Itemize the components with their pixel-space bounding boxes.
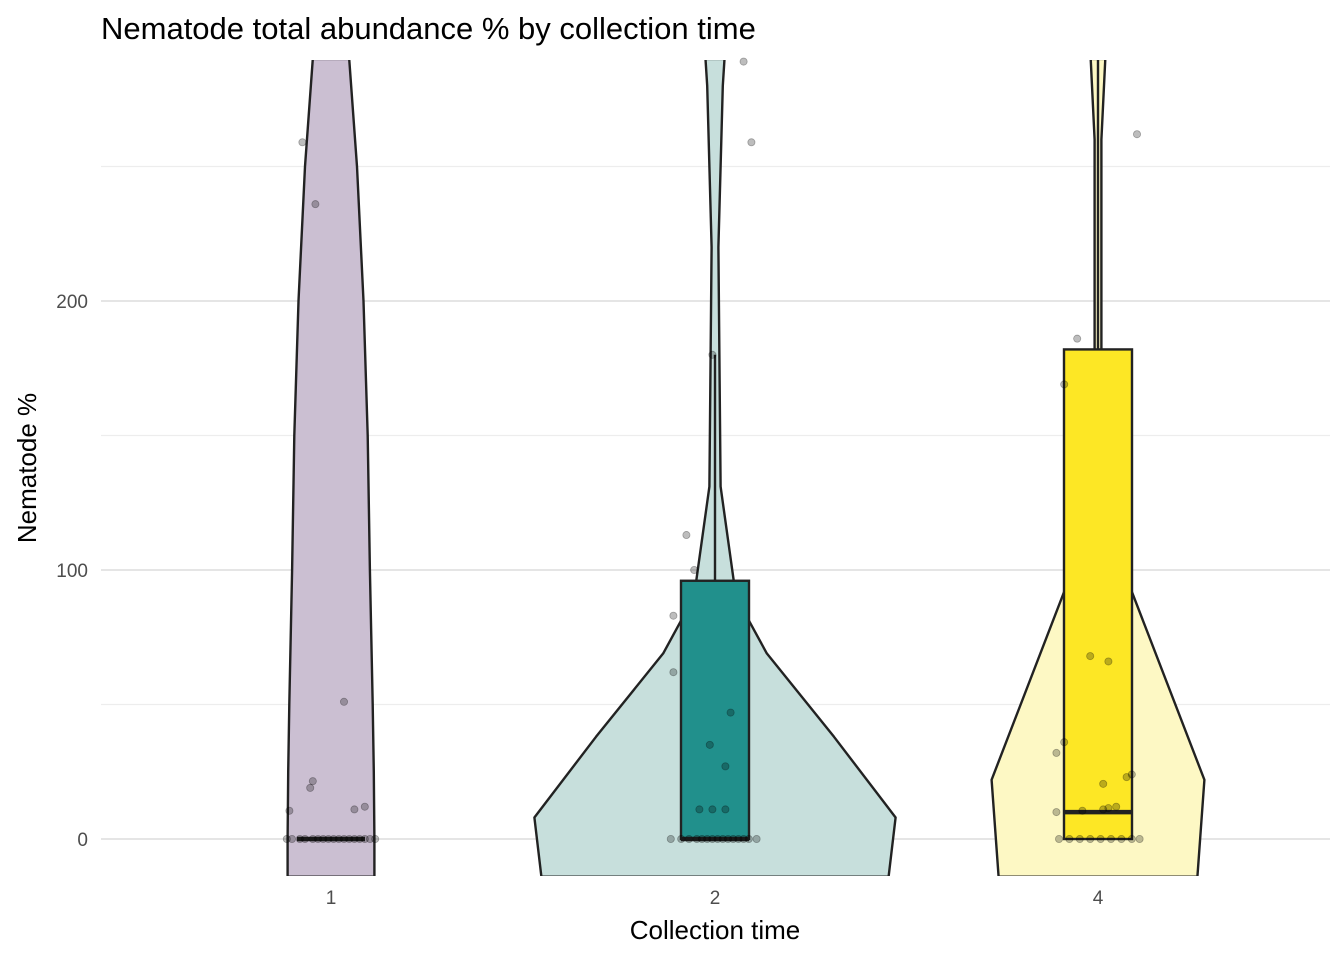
data-point-group-4 xyxy=(1096,835,1105,844)
data-point-group-1 xyxy=(371,835,380,844)
x-axis-ticks: 1 2 4 xyxy=(326,888,1104,909)
y-axis-title: Nematode % xyxy=(12,393,42,543)
data-point-group-4 xyxy=(1135,835,1144,844)
data-point-group-4 xyxy=(1127,770,1136,779)
data-point-group-2 xyxy=(669,611,678,620)
data-point-group-4 xyxy=(1060,738,1069,747)
boxplot-layer xyxy=(297,60,1134,842)
data-point-group-2 xyxy=(747,138,756,147)
data-point-group-2 xyxy=(708,835,717,844)
data-point-group-2 xyxy=(685,835,694,844)
data-point-group-1 xyxy=(360,802,369,811)
data-point-group-1 xyxy=(345,835,354,844)
data-point-group-4 xyxy=(1065,835,1074,844)
data-point-group-2 xyxy=(718,835,727,844)
chart-title: Nematode total abundance % by collection… xyxy=(101,11,756,46)
data-point-group-1 xyxy=(334,835,343,844)
data-point-group-1 xyxy=(298,138,307,147)
data-point-group-2 xyxy=(721,805,730,814)
data-point-group-1 xyxy=(329,835,338,844)
data-point-group-1 xyxy=(339,697,348,706)
data-point-group-4 xyxy=(1104,804,1113,813)
data-point-group-2 xyxy=(698,835,707,844)
data-point-group-4 xyxy=(1112,802,1121,811)
data-point-group-2 xyxy=(739,835,748,844)
data-point-group-2 xyxy=(692,835,701,844)
data-point-group-2 xyxy=(739,57,748,66)
data-point-group-4 xyxy=(1055,835,1064,844)
data-point-group-2 xyxy=(729,835,738,844)
data-point-group-2 xyxy=(669,668,678,677)
data-point-group-4 xyxy=(1086,835,1095,844)
data-point-group-1 xyxy=(287,835,296,844)
data-point-group-2 xyxy=(724,835,733,844)
data-point-group-4 xyxy=(1104,657,1113,666)
data-point-group-1 xyxy=(300,835,309,844)
data-point-group-4 xyxy=(1060,380,1069,389)
data-point-group-1 xyxy=(308,777,317,786)
data-point-group-4 xyxy=(1127,835,1136,844)
data-point-group-2 xyxy=(695,805,704,814)
data-point-group-2 xyxy=(752,835,761,844)
data-point-group-2 xyxy=(708,350,717,359)
y-tick-label: 0 xyxy=(77,830,88,851)
data-point-group-2 xyxy=(677,835,686,844)
data-point-group-4 xyxy=(1073,334,1082,343)
data-point-group-2 xyxy=(682,531,691,540)
box-group-2 xyxy=(679,579,751,841)
data-point-group-4 xyxy=(1122,773,1131,782)
data-point-group-1 xyxy=(311,200,320,209)
data-point-group-4 xyxy=(1099,779,1108,788)
data-point-group-2 xyxy=(721,762,730,771)
data-point-group-1 xyxy=(308,835,317,844)
data-point-group-4 xyxy=(1133,130,1142,139)
data-point-group-1 xyxy=(339,835,348,844)
x-tick-label: 2 xyxy=(710,888,721,909)
box-group-4 xyxy=(1062,348,1134,841)
data-point-group-2 xyxy=(734,835,743,844)
data-point-group-2 xyxy=(708,805,717,814)
data-point-group-2 xyxy=(703,835,712,844)
data-point-group-4 xyxy=(1086,652,1095,661)
data-point-group-4 xyxy=(1078,806,1087,815)
data-point-group-1 xyxy=(365,835,374,844)
data-point-group-2 xyxy=(726,708,735,717)
data-point-group-2 xyxy=(713,835,722,844)
data-point-group-2 xyxy=(666,835,675,844)
jitter-points-layer xyxy=(282,57,1144,844)
data-point-group-4 xyxy=(1052,748,1061,757)
data-point-group-1 xyxy=(306,783,315,792)
data-point-group-1 xyxy=(319,835,328,844)
x-tick-label: 4 xyxy=(1093,888,1104,909)
data-point-group-1 xyxy=(313,835,322,844)
data-point-group-4 xyxy=(1117,835,1126,844)
data-point-group-1 xyxy=(285,806,294,815)
data-point-group-4 xyxy=(1107,835,1116,844)
data-point-group-1 xyxy=(350,835,359,844)
data-point-group-1 xyxy=(360,835,369,844)
y-tick-label: 200 xyxy=(56,292,88,313)
data-point-group-2 xyxy=(690,566,699,575)
data-point-group-2 xyxy=(744,835,753,844)
x-axis-title: Collection time xyxy=(630,915,801,945)
x-tick-label: 1 xyxy=(326,888,337,909)
data-point-group-4 xyxy=(1099,805,1108,814)
data-point-group-4 xyxy=(1075,835,1084,844)
data-point-group-1 xyxy=(295,835,304,844)
data-point-group-1 xyxy=(350,805,359,814)
violin-group-1 xyxy=(286,60,376,876)
data-point-group-1 xyxy=(324,835,333,844)
data-point-group-2 xyxy=(705,740,714,749)
y-tick-label: 100 xyxy=(56,561,88,582)
data-point-group-1 xyxy=(282,835,291,844)
y-axis-ticks: 0 100 200 xyxy=(56,292,88,851)
data-point-group-4 xyxy=(1052,808,1061,817)
data-point-group-1 xyxy=(355,835,364,844)
